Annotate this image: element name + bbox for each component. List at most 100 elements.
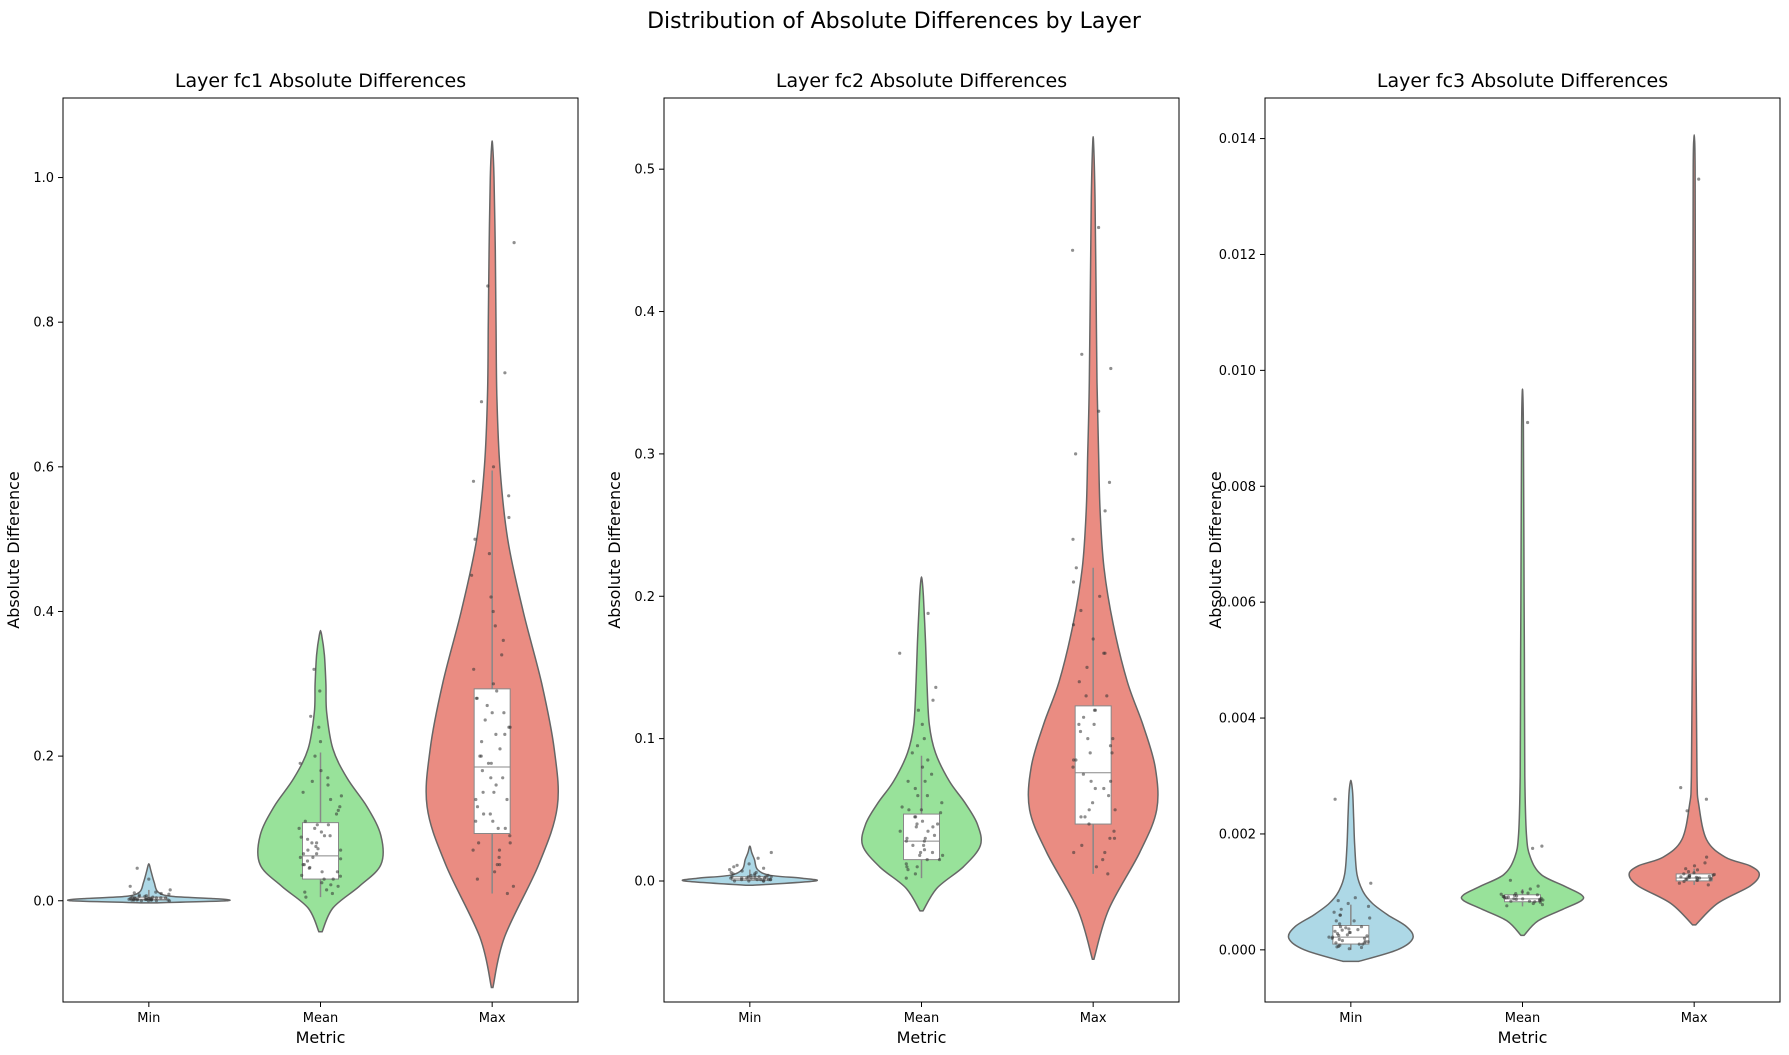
y-tick-label: 0.2 — [634, 590, 655, 605]
data-point — [507, 515, 511, 520]
data-point — [478, 754, 482, 758]
data-point — [1327, 935, 1331, 939]
data-point — [1505, 904, 1509, 908]
data-point — [505, 891, 509, 896]
data-point — [1338, 925, 1343, 929]
data-point — [135, 898, 139, 902]
violin-mean — [1460, 388, 1585, 937]
plot-frame — [1264, 97, 1781, 1003]
data-point — [940, 801, 944, 805]
x-axis-label: Metric — [1498, 1028, 1548, 1047]
data-point — [1366, 940, 1370, 944]
data-point — [1109, 779, 1113, 783]
data-point — [913, 872, 918, 876]
data-point — [1103, 850, 1107, 855]
data-point — [1526, 891, 1530, 895]
data-point — [906, 868, 910, 872]
data-point — [493, 870, 497, 874]
data-point — [1540, 844, 1544, 848]
data-point — [319, 769, 323, 773]
data-point — [1093, 786, 1097, 791]
data-point — [1352, 919, 1356, 923]
y-tick-label: 0.006 — [1219, 596, 1256, 611]
data-point — [735, 863, 739, 867]
data-point — [1078, 729, 1083, 734]
data-point — [339, 848, 343, 852]
data-point — [768, 878, 772, 882]
box-max — [473, 688, 511, 834]
data-point — [154, 890, 158, 894]
y-tick-label: 0.014 — [1219, 132, 1256, 147]
data-point — [1705, 855, 1709, 859]
data-point — [507, 725, 511, 729]
data-point — [512, 241, 516, 245]
data-point — [740, 876, 744, 880]
data-point — [1707, 874, 1711, 878]
data-point — [1359, 925, 1364, 929]
data-point — [132, 891, 136, 895]
data-point — [505, 797, 509, 802]
data-point — [1336, 899, 1340, 903]
y-tick-label: 0.012 — [1219, 248, 1256, 263]
data-point — [495, 863, 499, 867]
data-point — [338, 874, 342, 878]
data-point — [297, 826, 301, 831]
y-tick-label: 0.008 — [1219, 480, 1256, 495]
data-point — [483, 718, 487, 722]
data-point — [1091, 801, 1095, 805]
data-point — [311, 855, 315, 860]
y-tick-label: 0.4 — [634, 305, 655, 320]
data-point — [492, 790, 496, 794]
data-point — [1347, 927, 1351, 931]
x-axis-label: Metric — [296, 1028, 346, 1047]
y-tick-label: 0.4 — [33, 605, 54, 620]
data-point — [1111, 737, 1115, 741]
data-point — [318, 689, 322, 693]
data-point — [1333, 929, 1337, 933]
panel-3: Layer fc3 Absolute Differences 0.000 0.002… — [1206, 70, 1781, 1047]
data-point — [1677, 881, 1681, 885]
data-point — [1526, 420, 1530, 425]
data-point — [1506, 895, 1510, 899]
data-point — [501, 638, 505, 643]
data-point — [907, 808, 911, 812]
y-axis-label: Absolute Difference — [4, 471, 23, 629]
data-point — [502, 711, 506, 715]
data-point — [1359, 945, 1364, 950]
data-point — [1679, 875, 1683, 879]
violin-mean — [860, 576, 983, 912]
data-point — [317, 725, 321, 729]
data-point — [1089, 779, 1093, 783]
data-point — [1080, 843, 1084, 848]
data-point — [1369, 881, 1373, 885]
data-point — [754, 870, 758, 875]
data-point — [1079, 608, 1083, 613]
data-point — [336, 808, 340, 813]
data-point — [1113, 808, 1117, 812]
data-point — [1082, 715, 1086, 719]
y-tick-label: 0.5 — [634, 163, 655, 178]
violin-max — [1628, 134, 1761, 926]
data-point — [168, 888, 172, 892]
data-point — [934, 685, 938, 690]
data-point — [496, 826, 500, 831]
violin-min — [66, 862, 231, 904]
data-point — [473, 537, 477, 541]
data-point — [732, 879, 737, 883]
data-point — [149, 897, 153, 901]
data-point — [1094, 865, 1098, 869]
data-point — [910, 751, 914, 755]
data-point — [1368, 916, 1372, 920]
data-point — [730, 875, 734, 879]
data-point — [500, 653, 504, 657]
panel-title: Layer fc2 Absolute Differences — [776, 70, 1067, 92]
y-tick-label: 0.0 — [634, 874, 655, 889]
data-point — [477, 841, 481, 845]
data-point — [480, 769, 484, 773]
data-point — [1709, 877, 1713, 881]
data-point — [1340, 928, 1344, 932]
data-point — [932, 833, 937, 838]
data-point — [922, 839, 927, 843]
data-point — [749, 876, 753, 880]
data-point — [330, 891, 334, 896]
